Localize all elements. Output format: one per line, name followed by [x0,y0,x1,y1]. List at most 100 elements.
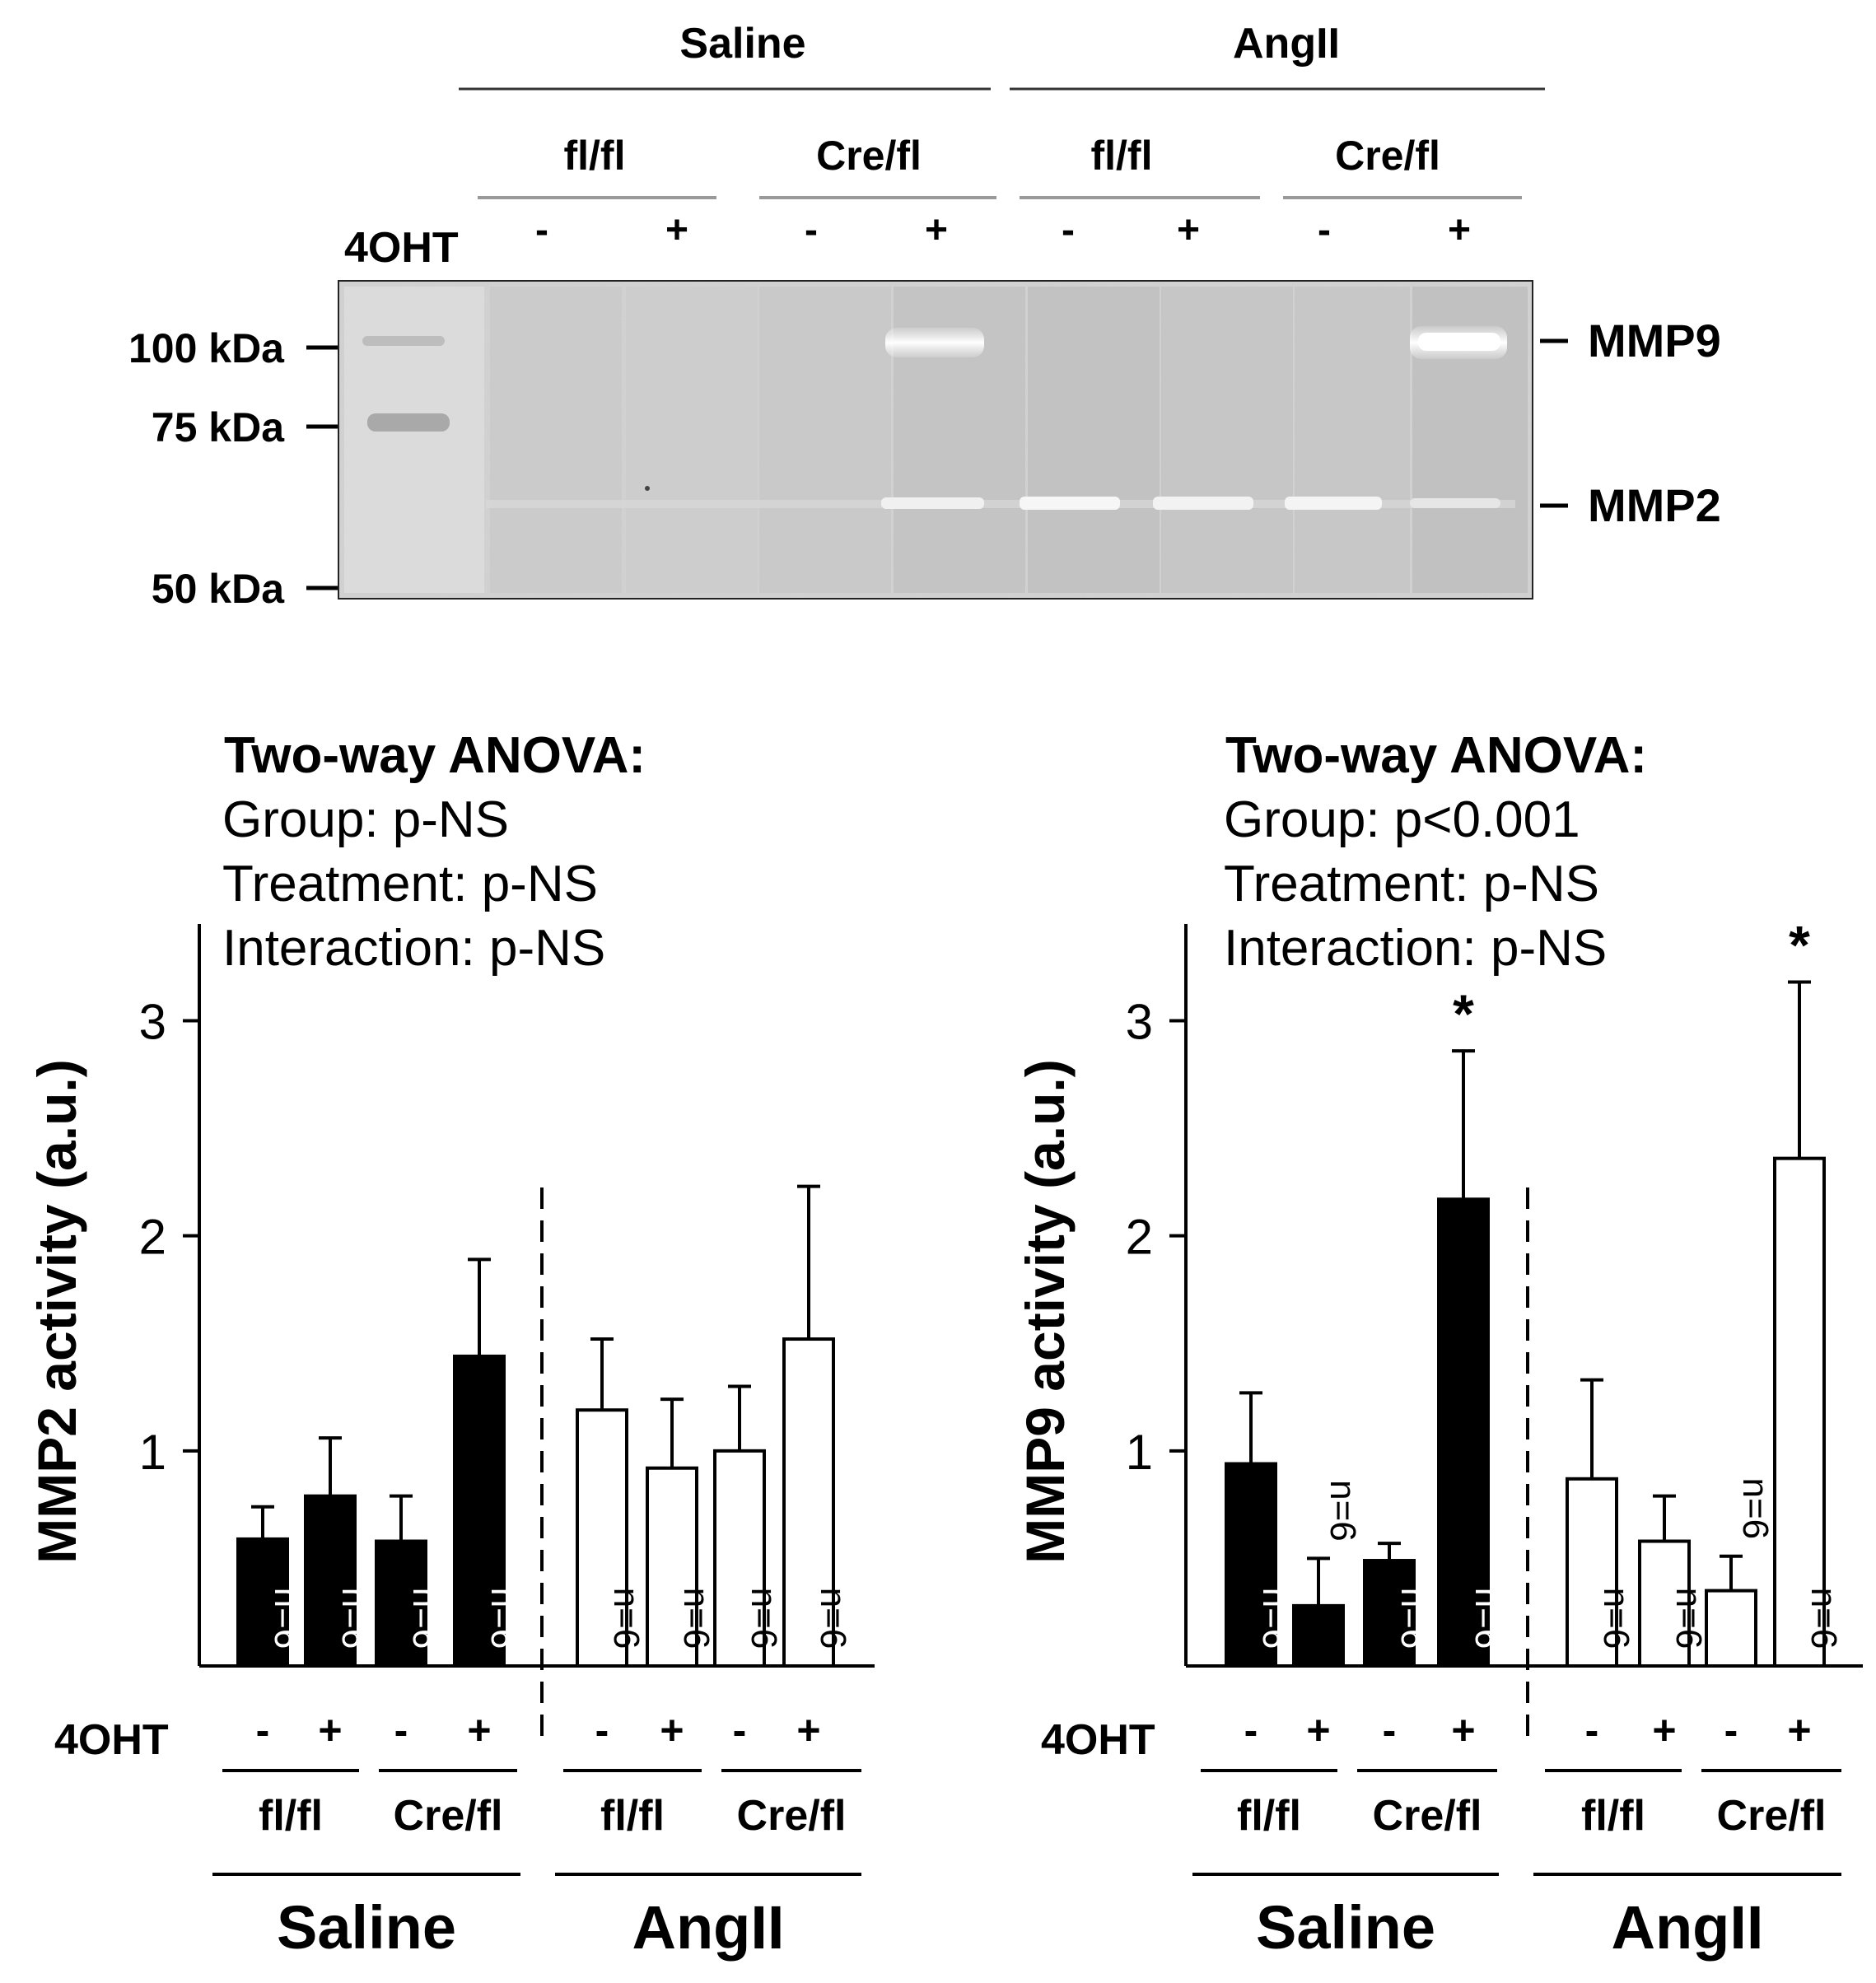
band-label-mmp2: MMP2 [1588,479,1721,531]
treatment-sign: - [595,1707,609,1753]
blot-genotype-4: Cre/fl [1335,133,1440,179]
sample-size-label: n=6 [813,1588,853,1649]
y-tick-label: 2 [1126,1210,1153,1265]
sample-size-label: n=6 [483,1588,524,1649]
sample-size-label: n=6 [405,1588,446,1649]
blot-treatment-sign: + [1448,208,1471,252]
sample-size-label: n=6 [267,1588,307,1649]
sample-size-label: n=6 [1804,1588,1844,1649]
y-tick-label: 2 [139,1210,166,1265]
zymography-blot: Saline AngII fl/fl Cre/fl fl/fl Cre/fl 4… [128,20,1721,612]
treatment-sign: - [1383,1707,1397,1753]
sample-size-label: n=6 [1393,1588,1434,1649]
bar [1225,1462,1277,1668]
blot-genotype-2: Cre/fl [816,133,922,179]
blot-treatment-sign: + [1177,208,1200,252]
treatment-sign: - [1585,1707,1599,1753]
blot-genotype-3: fl/fl [1091,133,1153,179]
treatment-label: 4OHT [54,1716,169,1764]
sample-size-label: n=6 [1596,1588,1636,1649]
treatment-sign: + [1306,1707,1330,1753]
gel-image [336,278,1535,601]
treatment-sign: - [256,1707,270,1753]
treatment-sign: + [660,1707,684,1753]
y-tick-label: 3 [1126,995,1153,1050]
anova-result-line: Treatment: p-NS [1224,856,1599,912]
significance-marker: * [1789,915,1810,976]
anova-title: Two-way ANOVA: [224,727,646,784]
sample-size-label: n=6 [676,1588,716,1649]
blot-treatment-sign: - [805,208,818,252]
sample-size-label: n=6 [744,1588,784,1649]
sample-size-label: n=6 [1668,1588,1709,1649]
blot-group-saline: Saline [679,20,805,68]
bar [1773,1156,1826,1668]
sample-size-label: n=6 [1468,1588,1508,1649]
significance-marker: * [1453,983,1474,1044]
size-marker-75: 75 kDa [152,404,285,450]
treatment-sign: + [1787,1707,1811,1753]
bar [713,1449,766,1668]
sample-size-label: n=6 [1735,1477,1776,1539]
anova-result-line: Treatment: p-NS [222,856,598,912]
sample-size-label: n=6 [1323,1480,1363,1542]
bar [1566,1477,1618,1668]
blot-treatment-sign: + [925,208,948,252]
bar [1437,1197,1490,1668]
sample-size-label: n=6 [334,1588,375,1649]
treatment-sign: - [733,1707,747,1753]
bar [646,1466,698,1668]
bar [1363,1559,1416,1668]
treatment-sign: + [1652,1707,1676,1753]
anova-result-line: Interaction: p-NS [1224,920,1607,977]
treatment-sign: + [1451,1707,1475,1753]
blot-treatment-sign: + [665,208,688,252]
sample-size-label: n=6 [606,1588,646,1649]
blot-treatment-sign: - [535,208,548,252]
genotype-label: fl/fl [1237,1792,1301,1840]
genotype-label: fl/fl [1581,1792,1645,1840]
y-tick-label: 1 [139,1425,166,1480]
genotype-label: Cre/fl [394,1792,503,1840]
genotype-label: Cre/fl [737,1792,847,1840]
genotype-label: fl/fl [259,1792,323,1840]
treatment-sign: + [467,1707,491,1753]
bar [236,1537,289,1668]
y-axis-label: MMP2 activity (a.u.) [26,1059,87,1563]
treatment-sign: + [318,1707,342,1753]
group-label: AngII [632,1893,785,1962]
bar [1292,1603,1345,1668]
bar [576,1408,628,1668]
anova-title: Two-way ANOVA: [1225,727,1647,784]
bar [1638,1539,1691,1668]
bar [304,1494,357,1668]
genotype-label: fl/fl [600,1792,665,1840]
bar [782,1337,835,1668]
bar [1705,1589,1757,1668]
group-label: AngII [1612,1893,1764,1962]
y-tick-label: 3 [139,995,166,1050]
treatment-sign: + [796,1707,820,1753]
y-tick-label: 1 [1126,1425,1153,1480]
size-marker-100: 100 kDa [128,325,285,371]
mmp9-activity-chart: Two-way ANOVA: Group: p<0.001 Treatment: p… [1015,727,1863,1962]
treatment-sign: - [1244,1707,1258,1753]
bar [375,1539,427,1668]
anova-result-line: Group: p<0.001 [1224,791,1580,848]
mmp9-band-lane4 [885,328,984,357]
treatment-label: 4OHT [1041,1716,1155,1764]
anova-result-line: Interaction: p-NS [222,920,605,977]
blot-treatment-sign: - [1318,208,1331,252]
blot-genotype-1: fl/fl [564,133,626,179]
genotype-label: Cre/fl [1373,1792,1482,1840]
mmp2-activity-chart: Two-way ANOVA: Group: p-NS Treatment: p-NS… [26,727,875,1962]
group-label: Saline [1256,1893,1435,1962]
sample-size-label: n=6 [1255,1588,1295,1649]
treatment-sign: - [394,1707,408,1753]
treatment-sign: - [1724,1707,1738,1753]
blot-group-angii: AngII [1233,20,1340,68]
size-marker-50: 50 kDa [152,566,285,612]
genotype-label: Cre/fl [1717,1792,1827,1840]
blot-treatment-sign: - [1062,208,1075,252]
